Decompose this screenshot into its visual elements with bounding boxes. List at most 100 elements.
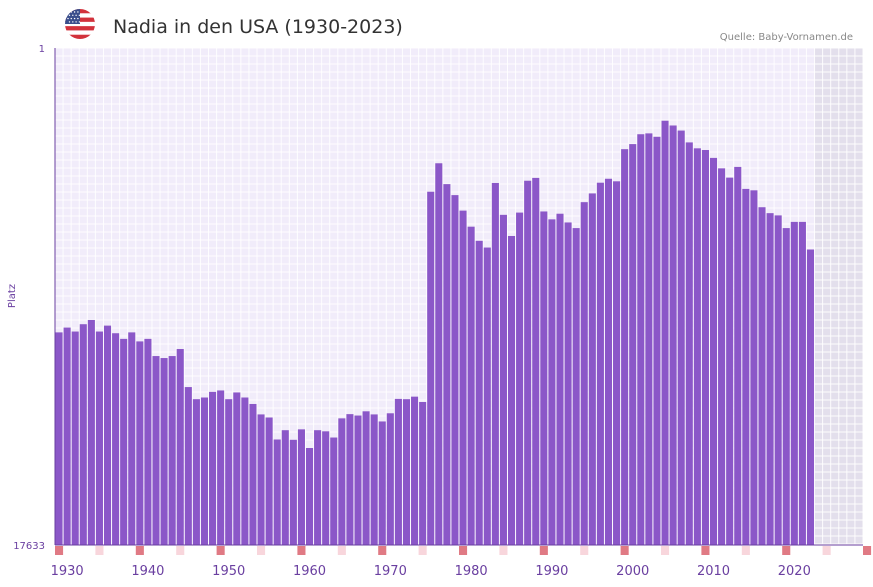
- bar-1948[interactable]: [209, 391, 217, 545]
- bar-1947[interactable]: [200, 397, 209, 545]
- bar-1944[interactable]: [176, 349, 184, 545]
- bar-2002[interactable]: [645, 133, 653, 546]
- bar-1973[interactable]: [411, 396, 419, 545]
- bar-1956[interactable]: [273, 439, 281, 545]
- bar-1946[interactable]: [192, 399, 200, 545]
- bar-1992[interactable]: [564, 222, 572, 546]
- bar-1966[interactable]: [354, 415, 362, 545]
- bar-1996[interactable]: [596, 182, 604, 545]
- bar-1982[interactable]: [483, 247, 491, 545]
- bar-1951[interactable]: [233, 392, 241, 545]
- bar-1988[interactable]: [532, 177, 540, 546]
- bar-2019[interactable]: [782, 228, 790, 545]
- bar-1941[interactable]: [152, 356, 160, 545]
- bar-2010[interactable]: [709, 157, 718, 545]
- bar-1953[interactable]: [249, 403, 257, 545]
- bar-1976[interactable]: [435, 163, 443, 545]
- bar-1975[interactable]: [427, 191, 435, 545]
- bar-1981[interactable]: [475, 240, 483, 545]
- bar-1939[interactable]: [136, 341, 144, 545]
- bar-1968[interactable]: [370, 414, 378, 545]
- bar-2009[interactable]: [701, 150, 709, 546]
- bar-1984[interactable]: [499, 214, 507, 546]
- bar-1998[interactable]: [613, 181, 621, 545]
- bar-1980[interactable]: [467, 226, 475, 545]
- bar-1979[interactable]: [459, 210, 467, 545]
- bar-1933[interactable]: [87, 319, 95, 545]
- bar-1949[interactable]: [217, 390, 225, 545]
- bar-2006[interactable]: [677, 130, 685, 545]
- bar-1930[interactable]: [63, 327, 71, 545]
- bar-2018[interactable]: [774, 215, 782, 545]
- bar-1964[interactable]: [338, 418, 346, 545]
- bar-1929[interactable]: [55, 332, 63, 545]
- bar-1974[interactable]: [419, 402, 427, 545]
- bar-1950[interactable]: [225, 399, 233, 545]
- bar-1938[interactable]: [128, 332, 136, 545]
- x-marker-2024: [822, 546, 831, 555]
- bar-2003[interactable]: [653, 136, 661, 545]
- bar-2000[interactable]: [629, 144, 637, 545]
- bar-1955[interactable]: [265, 417, 273, 545]
- bar-1931[interactable]: [71, 331, 79, 545]
- bar-1965[interactable]: [346, 414, 354, 545]
- x-tick-label: 2020: [778, 564, 811, 579]
- bar-1983[interactable]: [491, 182, 499, 546]
- bar-2022[interactable]: [806, 249, 815, 545]
- bar-1959[interactable]: [297, 429, 305, 545]
- bar-1958[interactable]: [289, 439, 297, 545]
- bar-1990[interactable]: [548, 219, 556, 545]
- bar-1972[interactable]: [402, 399, 411, 545]
- bar-2020[interactable]: [790, 221, 798, 545]
- bar-1945[interactable]: [184, 387, 192, 545]
- bar-2011[interactable]: [718, 168, 726, 545]
- bar-1986[interactable]: [516, 212, 524, 545]
- bar-2007[interactable]: [685, 142, 693, 546]
- bar-1954[interactable]: [257, 414, 265, 545]
- bar-1997[interactable]: [604, 178, 613, 545]
- bar-2008[interactable]: [693, 148, 701, 545]
- bar-1991[interactable]: [556, 213, 564, 546]
- bar-1962[interactable]: [322, 431, 330, 545]
- x-marker-1934: [95, 546, 104, 555]
- y-axis-ticks: 1 17633: [13, 44, 45, 552]
- bar-1937[interactable]: [120, 338, 128, 545]
- bar-1957[interactable]: [281, 430, 289, 545]
- bar-1978[interactable]: [451, 195, 459, 545]
- bar-1942[interactable]: [160, 358, 168, 545]
- bar-1935[interactable]: [103, 325, 112, 545]
- bar-1934[interactable]: [95, 331, 103, 545]
- bar-1967[interactable]: [362, 411, 370, 545]
- x-marker-1949: [216, 546, 225, 555]
- bar-2005[interactable]: [669, 125, 677, 546]
- bar-1995[interactable]: [588, 193, 596, 545]
- bar-1989[interactable]: [540, 211, 548, 545]
- bar-1936[interactable]: [112, 333, 120, 545]
- bar-1963[interactable]: [330, 437, 338, 545]
- bar-1932[interactable]: [79, 324, 87, 545]
- bar-1985[interactable]: [507, 235, 516, 545]
- bar-1987[interactable]: [524, 180, 532, 545]
- bar-1952[interactable]: [241, 397, 249, 545]
- bar-2004[interactable]: [661, 120, 669, 546]
- bar-1969[interactable]: [378, 421, 386, 545]
- bar-2016[interactable]: [758, 207, 766, 546]
- bar-1993[interactable]: [572, 228, 580, 545]
- bar-1977[interactable]: [443, 184, 451, 545]
- bar-1940[interactable]: [144, 338, 152, 545]
- bar-1961[interactable]: [314, 430, 322, 545]
- source-link[interactable]: Quelle: Baby-Vornamen.de: [720, 32, 853, 43]
- bar-2015[interactable]: [750, 190, 758, 545]
- bar-1999[interactable]: [621, 149, 629, 545]
- bar-2017[interactable]: [766, 213, 774, 545]
- bar-2021[interactable]: [798, 221, 806, 545]
- bar-1971[interactable]: [394, 398, 402, 545]
- bar-2001[interactable]: [637, 134, 645, 545]
- bar-1994[interactable]: [580, 202, 588, 546]
- bar-1960[interactable]: [305, 447, 314, 545]
- bar-2012[interactable]: [726, 177, 734, 545]
- bar-1970[interactable]: [386, 413, 394, 545]
- bar-1943[interactable]: [168, 356, 176, 545]
- bar-2014[interactable]: [742, 188, 750, 545]
- bar-2013[interactable]: [734, 166, 742, 545]
